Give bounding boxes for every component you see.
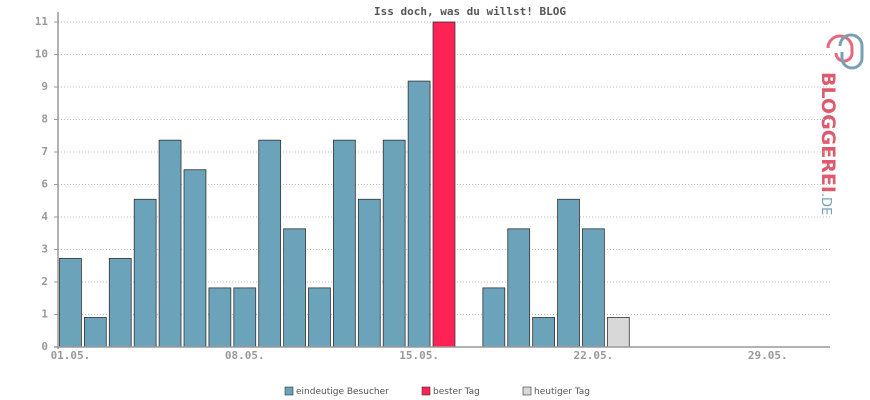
bar bbox=[308, 287, 331, 348]
y-tick-label: 10 bbox=[35, 48, 48, 61]
bar bbox=[108, 257, 132, 348]
bar bbox=[158, 139, 182, 348]
bar bbox=[507, 228, 531, 348]
bar bbox=[333, 139, 356, 348]
bar bbox=[582, 228, 605, 348]
y-tick-label: 11 bbox=[35, 15, 49, 28]
y-tick-label: 3 bbox=[41, 243, 48, 256]
y-tick-label: 1 bbox=[41, 308, 48, 321]
logo-icon bbox=[826, 34, 854, 63]
legend-label: heutiger Tag bbox=[534, 387, 590, 397]
logo-icon bbox=[838, 33, 864, 70]
x-tick-label: 08.05. bbox=[225, 349, 265, 362]
bar bbox=[606, 317, 630, 348]
y-tick-label: 4 bbox=[41, 210, 48, 223]
bar bbox=[357, 198, 381, 348]
logo-text: BLOGGEREI.DE bbox=[817, 72, 839, 215]
y-tick-label: 9 bbox=[41, 80, 48, 93]
bar bbox=[382, 139, 406, 348]
bar bbox=[432, 21, 456, 348]
x-tick-label: 01.05. bbox=[51, 349, 91, 362]
x-tick-label: 15.05. bbox=[399, 349, 439, 362]
x-tick-label: 29.05. bbox=[748, 349, 788, 362]
logo-suffix: .DE bbox=[818, 193, 833, 215]
bar bbox=[59, 257, 82, 348]
y-tick-label: 7 bbox=[41, 145, 48, 158]
bar bbox=[258, 139, 282, 348]
legend-swatch bbox=[284, 386, 294, 396]
y-tick-label: 8 bbox=[41, 113, 48, 126]
logo-name: BLOGGEREI bbox=[817, 72, 839, 193]
y-tick-label: 2 bbox=[41, 275, 48, 288]
legend-label: eindeutige Besucher bbox=[296, 387, 389, 397]
legend-swatch bbox=[421, 386, 431, 396]
x-tick-label: 22.05. bbox=[574, 349, 614, 362]
bar bbox=[83, 317, 107, 348]
bar bbox=[183, 169, 207, 348]
bar bbox=[557, 198, 580, 348]
bar bbox=[482, 287, 506, 348]
legend-label: bester Tag bbox=[433, 387, 480, 397]
legend-swatch bbox=[522, 386, 532, 396]
bar bbox=[133, 198, 157, 348]
bar bbox=[233, 287, 257, 348]
bar bbox=[283, 228, 306, 348]
bar bbox=[208, 287, 232, 348]
bar bbox=[407, 80, 431, 348]
bar bbox=[532, 317, 555, 348]
y-tick-label: 6 bbox=[41, 178, 48, 191]
chart-title: Iss doch, was du willst! BLOG bbox=[374, 5, 566, 18]
y-tick-label: 0 bbox=[41, 340, 48, 353]
logo: BLOGGEREI.DE bbox=[817, 33, 864, 215]
